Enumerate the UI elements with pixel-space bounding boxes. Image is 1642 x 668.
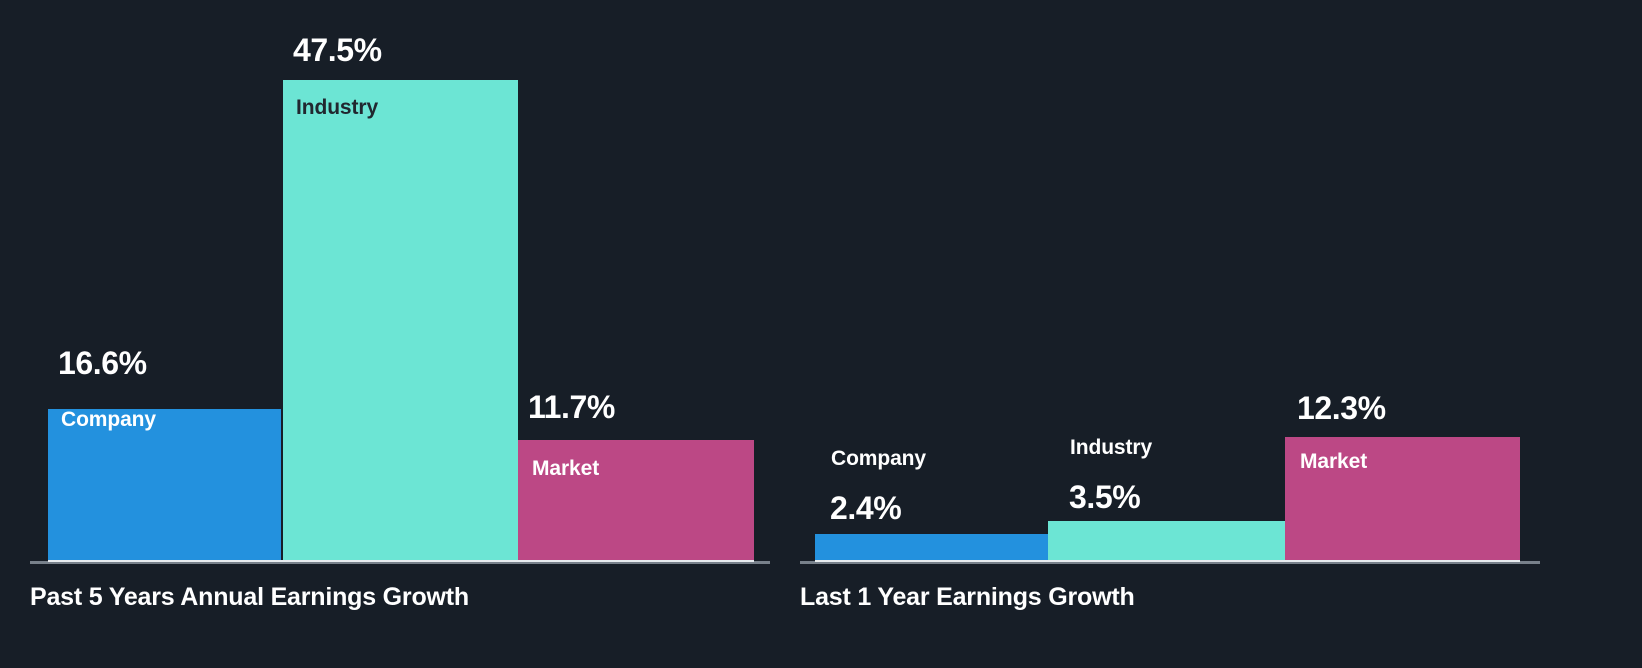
value-label-industry: 3.5% — [1069, 479, 1141, 515]
chart-past-5-years-annual-earnings-growth: 16.6% Company 47.5% Industry 11.7% Marke… — [0, 0, 800, 668]
value-label-company: 2.4% — [830, 490, 902, 526]
bar-label-industry: Industry — [1070, 436, 1153, 459]
value-label-market: 11.7% — [528, 389, 615, 425]
bar-industry[interactable] — [1048, 521, 1285, 562]
value-label-company: 16.6% — [58, 345, 147, 381]
chart-title: Last 1 Year Earnings Growth — [800, 583, 1135, 611]
value-label-market: 12.3% — [1297, 390, 1386, 426]
bar-label-market: Market — [1300, 450, 1368, 473]
bar-label-industry: Industry — [296, 96, 379, 119]
bar-label-company: Company — [831, 447, 926, 470]
bar-label-company: Company — [61, 408, 156, 431]
chart-title: Past 5 Years Annual Earnings Growth — [30, 583, 469, 611]
axis-baseline-highlight — [815, 560, 1520, 562]
bar-industry[interactable] — [283, 80, 518, 562]
bar-market[interactable] — [1285, 437, 1520, 562]
axis-baseline — [800, 561, 1540, 564]
bar-company[interactable] — [48, 409, 281, 562]
value-label-industry: 47.5% — [293, 32, 382, 68]
bar-label-market: Market — [532, 457, 600, 480]
bar-company[interactable] — [815, 534, 1048, 562]
bar-market[interactable] — [518, 440, 754, 562]
axis-baseline — [30, 561, 770, 564]
chart-last-1-year-earnings-growth: Company 2.4% Industry 3.5% 12.3% Market … — [800, 0, 1642, 668]
axis-baseline-highlight — [48, 560, 754, 562]
